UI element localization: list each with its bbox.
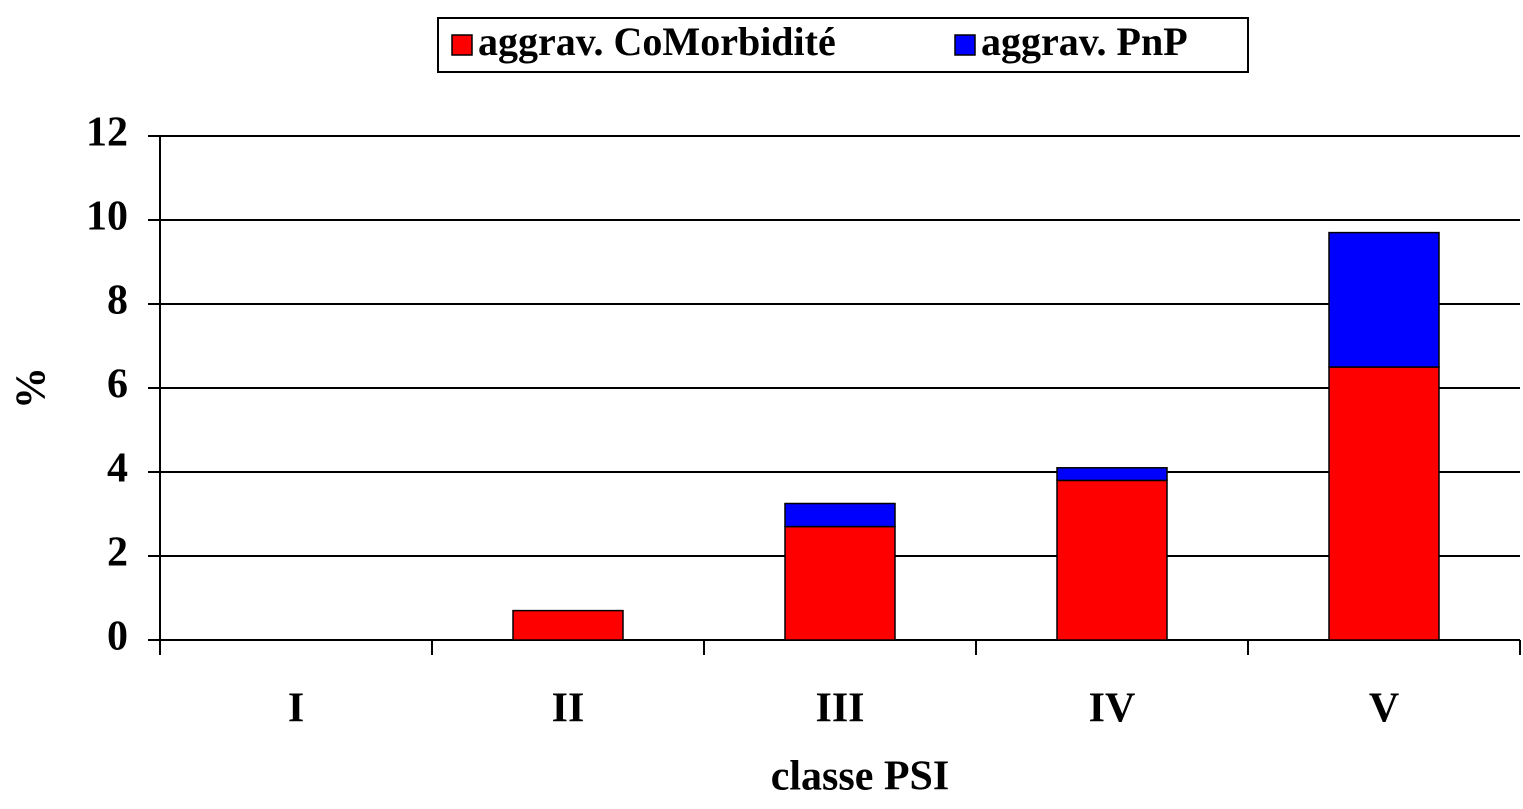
x-axis-label: classe PSI — [771, 754, 950, 800]
x-tick-label: V — [1369, 686, 1399, 732]
legend-label: aggrav. PnP — [981, 19, 1188, 64]
legend-swatch — [451, 34, 473, 56]
bar-segment — [1328, 231, 1440, 368]
legend-swatch — [954, 34, 976, 56]
y-tick-label: 12 — [86, 110, 128, 156]
x-tick-label: II — [552, 686, 585, 732]
legend-box — [437, 17, 1249, 73]
y-tick-label: 6 — [107, 362, 128, 408]
bar-segment — [1056, 479, 1168, 641]
x-tick-label: III — [815, 686, 864, 732]
y-tick-label: 10 — [86, 194, 128, 240]
y-tick-label: 0 — [107, 614, 128, 660]
bar-segment — [784, 525, 896, 641]
x-tick-label: IV — [1089, 686, 1136, 732]
y-tick-label: 4 — [107, 446, 128, 492]
bar-segment — [1056, 467, 1168, 482]
y-tick-label: 8 — [107, 278, 128, 324]
legend-label: aggrav. CoMorbidité — [478, 19, 836, 64]
bar-segment — [1328, 366, 1440, 641]
y-tick-label: 2 — [107, 530, 128, 576]
y-axis-label: % — [9, 367, 55, 409]
bar-segment — [512, 609, 624, 641]
bar-segment — [784, 502, 896, 528]
x-tick-label: I — [288, 686, 304, 732]
